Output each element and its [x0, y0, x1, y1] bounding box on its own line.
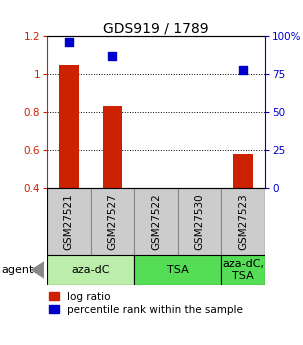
Point — [110, 53, 115, 59]
Bar — [91, 188, 134, 255]
Text: GSM27530: GSM27530 — [195, 194, 205, 250]
Text: GSM27527: GSM27527 — [107, 194, 118, 250]
Text: GSM27521: GSM27521 — [64, 194, 74, 250]
Bar — [134, 255, 221, 285]
Polygon shape — [30, 262, 44, 279]
Text: aza-dC,
TSA: aza-dC, TSA — [222, 259, 264, 281]
Bar — [178, 188, 221, 255]
Text: GSM27522: GSM27522 — [151, 194, 161, 250]
Legend: log ratio, percentile rank within the sample: log ratio, percentile rank within the sa… — [49, 292, 243, 315]
Text: GSM27523: GSM27523 — [238, 194, 248, 250]
Bar — [47, 188, 91, 255]
Title: GDS919 / 1789: GDS919 / 1789 — [103, 21, 209, 35]
Text: TSA: TSA — [167, 265, 189, 275]
Bar — [221, 188, 265, 255]
Bar — [134, 188, 178, 255]
Bar — [47, 255, 134, 285]
Bar — [221, 255, 265, 285]
Bar — [59, 65, 78, 188]
Point — [241, 67, 246, 72]
Point — [66, 40, 71, 45]
Bar — [103, 106, 122, 188]
Bar — [234, 154, 253, 188]
Text: agent: agent — [2, 265, 34, 275]
Text: aza-dC: aza-dC — [71, 265, 110, 275]
